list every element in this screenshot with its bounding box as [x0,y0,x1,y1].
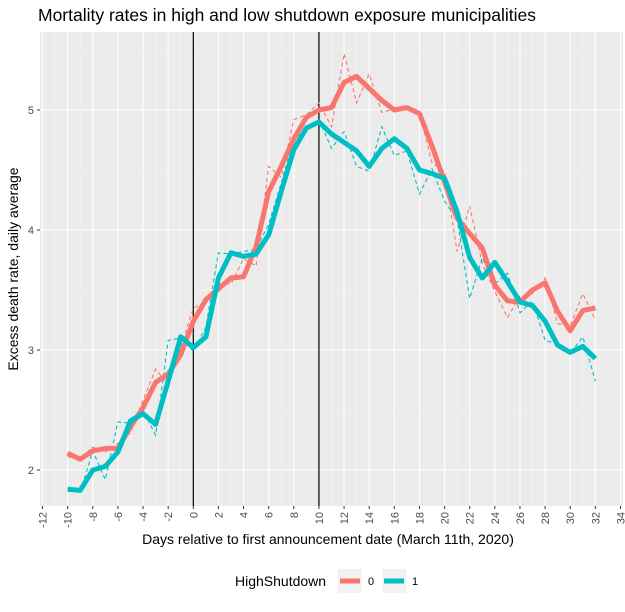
y-axis-title: Excess death rate, daily average [5,167,21,370]
x-tick-label: 0 [188,512,200,518]
x-tick-label: 26 [515,512,527,524]
x-tick-label: 14 [364,512,376,524]
x-tick-label: 10 [314,512,326,524]
x-tick-label: 22 [465,512,477,524]
x-tick-label: -2 [163,512,175,522]
x-tick-label: 18 [415,512,427,524]
y-tick-label: 3 [28,345,34,357]
x-tick-label: 8 [289,512,301,518]
x-axis-title: Days relative to first announcement date… [142,531,514,547]
x-tick-label: -8 [88,512,100,522]
legend-title: HighShutdown [235,573,326,589]
legend-label-0: 0 [368,576,374,588]
x-tick-label: -12 [38,512,50,528]
x-tick-label: -6 [113,512,125,522]
x-tick-label: -4 [138,512,150,522]
x-tick-label: 30 [565,512,577,524]
x-tick-label: 12 [339,512,351,524]
x-tick-label: 28 [540,512,552,524]
x-tick-label: 34 [616,512,625,524]
x-tick-label: 32 [590,512,602,524]
x-tick-label: 6 [264,512,276,518]
x-tick-label: 4 [239,512,251,518]
x-tick-label: 24 [490,512,502,524]
y-tick-label: 5 [28,105,34,117]
x-tick-label: 2 [213,512,225,518]
y-axis: 2 3 4 5 [28,105,40,477]
x-tick-label: 20 [440,512,452,524]
legend: HighShutdown 0 1 [235,569,418,593]
legend-label-1: 1 [412,576,418,588]
x-tick-label: 16 [389,512,401,524]
y-tick-label: 2 [28,465,34,477]
y-tick-label: 4 [28,225,34,237]
x-tick-label: -10 [63,512,75,528]
chart-title: Mortality rates in high and low shutdown… [38,5,536,25]
